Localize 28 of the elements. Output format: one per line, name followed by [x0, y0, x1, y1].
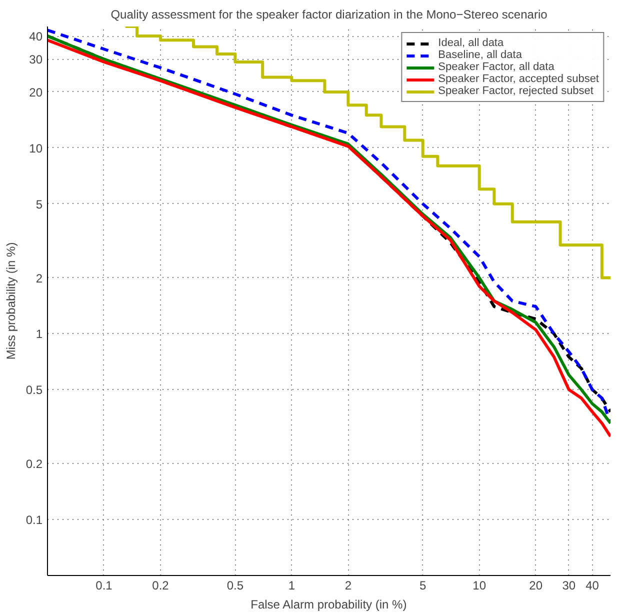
- y-axis-title: Miss probability (in %): [4, 242, 18, 360]
- x-tick-label: 30: [562, 578, 576, 592]
- y-tick-label: 20: [29, 85, 43, 100]
- x-tick-label: 1: [288, 578, 296, 592]
- x-tick-label: 5: [419, 578, 426, 592]
- legend-label: Speaker Factor, all data: [438, 61, 554, 73]
- y-tick-label: 5: [36, 197, 43, 212]
- x-tick-label: 10: [472, 578, 486, 592]
- y-tick-label: 0.2: [26, 457, 43, 472]
- legend-label: Ideal, all data: [438, 37, 504, 49]
- legend-label: Speaker Factor, rejected subset: [438, 85, 594, 97]
- x-tick-label: 0.1: [96, 578, 113, 592]
- legend-label: Speaker Factor, accepted subset: [438, 73, 599, 85]
- x-tick-label: 20: [529, 578, 543, 592]
- y-tick-label: 1: [36, 327, 43, 342]
- x-tick-label: 0.5: [226, 578, 244, 592]
- y-tick-label: 10: [29, 141, 43, 156]
- y-tick-label: 40: [29, 30, 43, 44]
- x-tick-label: 0.2: [152, 578, 170, 592]
- x-axis-title: False Alarm probability (in %): [250, 598, 407, 612]
- y-tick-label: 0.5: [26, 383, 43, 398]
- x-tick-label: 2: [344, 578, 352, 592]
- y-tick-label: 30: [29, 52, 43, 67]
- y-tick-label: 2: [36, 271, 43, 286]
- y-tick-label: 0.1: [26, 513, 43, 528]
- chart-title: Quality assessment for the speaker factor diarization in the Mono−Stereo scenario: [110, 8, 548, 22]
- x-tick-label: 40: [586, 578, 600, 592]
- legend-label: Baseline, all data: [438, 49, 522, 61]
